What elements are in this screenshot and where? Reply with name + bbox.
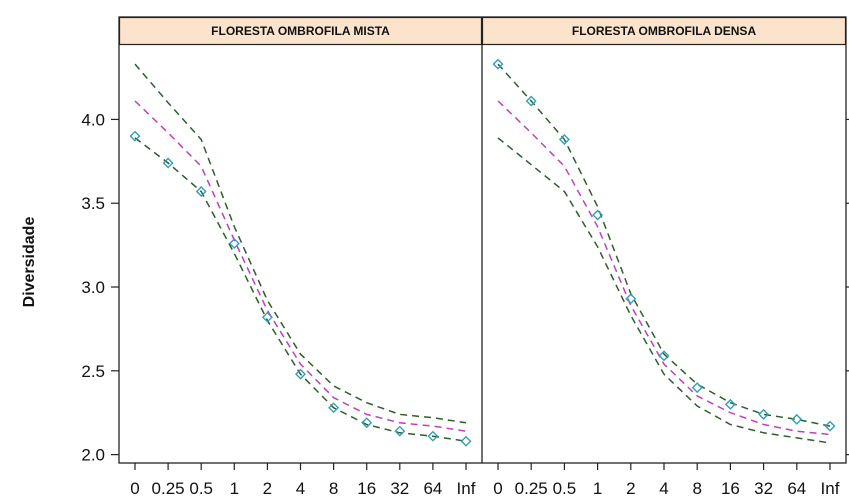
panel-strip [118, 16, 483, 46]
observed-point [658, 350, 670, 362]
ci-lower-line [497, 137, 831, 444]
observed-point [625, 293, 637, 305]
observed-point [195, 185, 207, 197]
observed-point [791, 413, 803, 425]
observed-point [691, 382, 703, 394]
observed-point [592, 209, 604, 221]
observed-point [162, 157, 174, 169]
ci-lower-line [134, 137, 467, 442]
x-tick-label: 0.5 [553, 479, 577, 498]
x-tick-label: 0 [493, 479, 502, 498]
x-tick-label: 32 [754, 479, 773, 498]
y-tick-label: 3.5 [81, 194, 105, 213]
y-axis-title: Diversidade [21, 217, 38, 308]
observed-point [361, 417, 373, 429]
x-tick-label: 0.5 [189, 479, 213, 498]
x-axis: 0 0.25 0.5 1 2 4 8 16 32 64 Inf 0 0.25 0.5 1 2 4 8 16 32 64 I… [130, 463, 840, 498]
observed-point [460, 435, 472, 447]
x-tick-label: 64 [787, 479, 806, 498]
observed-point [724, 398, 736, 410]
observed-point [394, 425, 406, 437]
x-tick-label: 16 [357, 479, 376, 498]
x-tick-label: 32 [390, 479, 409, 498]
x-tick-label: 0.25 [152, 479, 185, 498]
panel-strip [481, 16, 847, 46]
x-tick-label: 4 [296, 479, 305, 498]
observed-point [328, 402, 340, 414]
observed-point [492, 58, 504, 70]
observed-point [758, 408, 770, 420]
y-tick-label: 2.5 [81, 362, 105, 381]
panel-title: FLORESTA OMBROFILA MISTA [211, 24, 390, 38]
ci-upper-line [497, 63, 831, 427]
x-tick-label: 4 [659, 479, 668, 498]
x-tick-label: 1 [230, 479, 239, 498]
series-layer [129, 58, 836, 447]
x-tick-label: Inf [821, 479, 840, 498]
observed-point [824, 420, 836, 432]
observed-point [261, 311, 273, 323]
observed-point [228, 237, 240, 249]
observed-point [525, 95, 537, 107]
y-tick-label: 2.0 [81, 446, 105, 465]
panel-title: FLORESTA OMBROFILA DENSA [572, 24, 757, 38]
observed-point [129, 130, 141, 142]
x-tick-label: 2 [263, 479, 272, 498]
x-tick-label: 0 [130, 479, 139, 498]
x-tick-label: 64 [423, 479, 442, 498]
y-axis: 2.0 2.5 3.0 3.5 4.0 [81, 110, 849, 465]
ci-upper-line [134, 63, 467, 424]
panel-strips: FLORESTA OMBROFILA MISTA FLORESTA OMBROFI… [118, 16, 847, 46]
y-tick-label: 3.0 [81, 278, 105, 297]
observed-point [558, 134, 570, 146]
observed-point [295, 368, 306, 380]
x-tick-label: 0.25 [515, 479, 548, 498]
x-tick-label: Inf [457, 479, 476, 498]
x-tick-label: 8 [692, 479, 701, 498]
estimate-line [497, 100, 831, 436]
estimate-line [134, 100, 467, 432]
plot-frame [118, 16, 847, 464]
x-tick-label: 16 [721, 479, 740, 498]
y-tick-label: 4.0 [81, 110, 105, 129]
x-tick-label: 8 [329, 479, 338, 498]
observed-point [427, 430, 439, 442]
x-tick-label: 2 [626, 479, 635, 498]
x-tick-label: 1 [593, 479, 602, 498]
